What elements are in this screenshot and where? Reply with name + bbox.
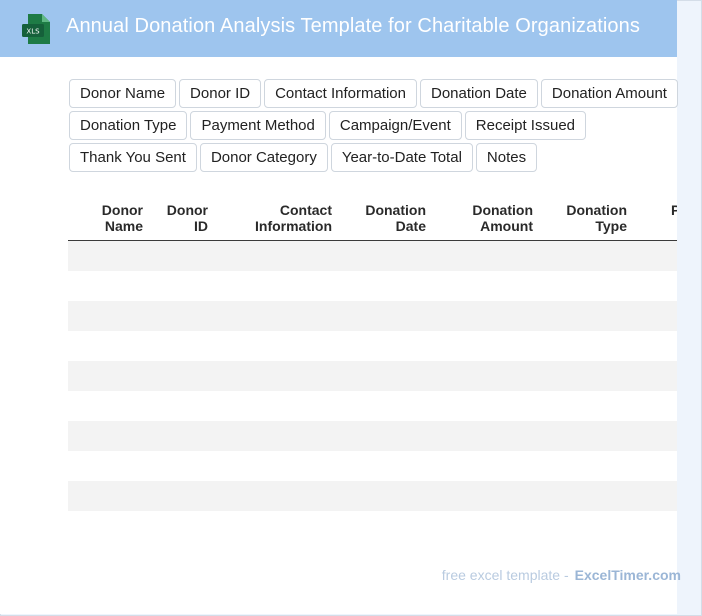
- column-header-line: Date: [395, 218, 426, 234]
- chip-contact-information[interactable]: Contact Information: [264, 79, 417, 108]
- column-header-line: ID: [194, 218, 208, 234]
- table-row[interactable]: [68, 331, 677, 361]
- xls-icon-label: XLS: [26, 28, 40, 36]
- footer-credit: free excel template - ExcelTimer.com: [442, 567, 681, 583]
- chip-payment-method[interactable]: Payment Method: [190, 111, 326, 140]
- chip-receipt-issued[interactable]: Receipt Issued: [464, 111, 587, 140]
- column-header-line: Type: [595, 218, 627, 234]
- chip-row: Thank You Sent Donor Category Year-to-Da…: [69, 143, 679, 172]
- chip-year-to-date-total[interactable]: Year-to-Date Total: [330, 143, 473, 172]
- page-title: Annual Donation Analysis Template for Ch…: [66, 15, 640, 37]
- table-row[interactable]: [68, 361, 677, 391]
- column-header-line: Information: [255, 218, 332, 234]
- table-row[interactable]: [68, 391, 677, 421]
- table-row[interactable]: [68, 241, 677, 271]
- column-header-line: Amount: [480, 218, 533, 234]
- footer-brand-link[interactable]: ExcelTimer.com: [574, 567, 681, 583]
- chip-campaign-event[interactable]: Campaign/Event: [328, 111, 462, 140]
- xls-file-icon: XLS: [22, 14, 50, 44]
- table-header: Donor Name Donor ID Contact Information …: [68, 194, 677, 241]
- table-body: [68, 241, 677, 541]
- chip-donor-id[interactable]: Donor ID: [179, 79, 262, 108]
- chip-donation-type[interactable]: Donation Type: [69, 111, 188, 140]
- column-header-line: Donor: [101, 202, 143, 218]
- table-row[interactable]: [68, 511, 677, 541]
- column-header-donor-id[interactable]: Donor ID: [167, 202, 208, 234]
- chip-donation-amount[interactable]: Donation Amount: [540, 79, 678, 108]
- column-header-payment-method-partial[interactable]: P: [671, 202, 677, 218]
- column-header-line: Donation: [566, 202, 627, 218]
- table-row[interactable]: [68, 271, 677, 301]
- footer-prefix: free excel template -: [441, 567, 569, 583]
- table-row[interactable]: [68, 451, 677, 481]
- column-header-donation-type[interactable]: Donation Type: [566, 202, 627, 234]
- column-header-line: Donation: [365, 202, 426, 218]
- field-chip-list: Donor Name Donor ID Contact Information …: [69, 79, 679, 175]
- chip-thank-you-sent[interactable]: Thank You Sent: [69, 143, 197, 172]
- column-header-line: Donor: [166, 202, 208, 218]
- chip-donor-category[interactable]: Donor Category: [199, 143, 328, 172]
- table-row[interactable]: [68, 421, 677, 451]
- column-header-line: Name: [104, 218, 143, 234]
- column-header-line: Contact: [279, 202, 332, 218]
- chip-notes[interactable]: Notes: [475, 143, 538, 172]
- donation-table: Donor Name Donor ID Contact Information …: [68, 194, 677, 541]
- column-header-donation-date[interactable]: Donation Date: [365, 202, 426, 234]
- column-header-donation-amount[interactable]: Donation Amount: [472, 202, 533, 234]
- chip-donation-date[interactable]: Donation Date: [419, 79, 538, 108]
- table-row[interactable]: [68, 301, 677, 331]
- template-panel: XLS Annual Donation Analysis Template fo…: [0, 0, 679, 614]
- column-header-line: P: [671, 202, 677, 218]
- table-row[interactable]: [68, 481, 677, 511]
- chip-row: Donor Name Donor ID Contact Information …: [69, 79, 679, 108]
- column-header-donor-name[interactable]: Donor Name: [102, 202, 143, 234]
- header-bar: XLS Annual Donation Analysis Template fo…: [0, 0, 677, 57]
- column-header-line: Donation: [472, 202, 533, 218]
- column-header-contact-information[interactable]: Contact Information: [255, 202, 332, 234]
- chip-row: Donation Type Payment Method Campaign/Ev…: [69, 111, 679, 140]
- chip-donor-name[interactable]: Donor Name: [69, 79, 177, 108]
